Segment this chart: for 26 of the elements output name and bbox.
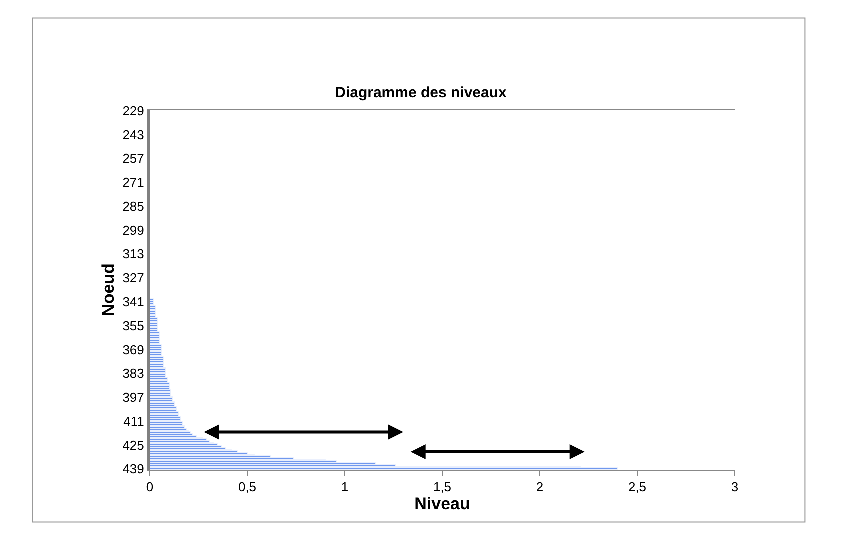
y-tick-label: 285 [122, 198, 144, 214]
x-tick-label: 1 [341, 480, 349, 495]
x-tick-label: 0 [146, 480, 154, 495]
x-axis-title: Niveau [414, 494, 470, 514]
x-tick-label: 0,5 [238, 480, 257, 495]
y-tick-label: 439 [122, 462, 144, 477]
y-tick-label: 411 [124, 414, 144, 429]
y-tick-label: 271 [122, 175, 144, 190]
y-tick-label: 383 [122, 366, 144, 382]
y-axis-title: Noeud [99, 264, 118, 316]
x-tick-label: 2,5 [628, 480, 647, 495]
y-tick-label: 327 [122, 270, 144, 286]
y-tick-label: 355 [122, 318, 144, 334]
y-tick-label: 299 [122, 222, 144, 238]
y-tick-label: 369 [122, 342, 144, 358]
chart-title: Diagramme des niveaux [335, 84, 508, 102]
y-tick-label: 257 [122, 151, 144, 166]
y-tick-label: 313 [122, 246, 144, 262]
y-tick-label: 341 [122, 294, 144, 310]
x-tick-label: 3 [731, 480, 739, 495]
y-tick-label: 397 [122, 390, 144, 406]
y-tick-label: 229 [122, 103, 144, 118]
y-tick-label: 243 [122, 127, 144, 142]
x-tick-label: 1,5 [433, 480, 452, 495]
y-tick-label: 425 [122, 438, 144, 453]
x-tick-label: 2 [536, 480, 544, 495]
